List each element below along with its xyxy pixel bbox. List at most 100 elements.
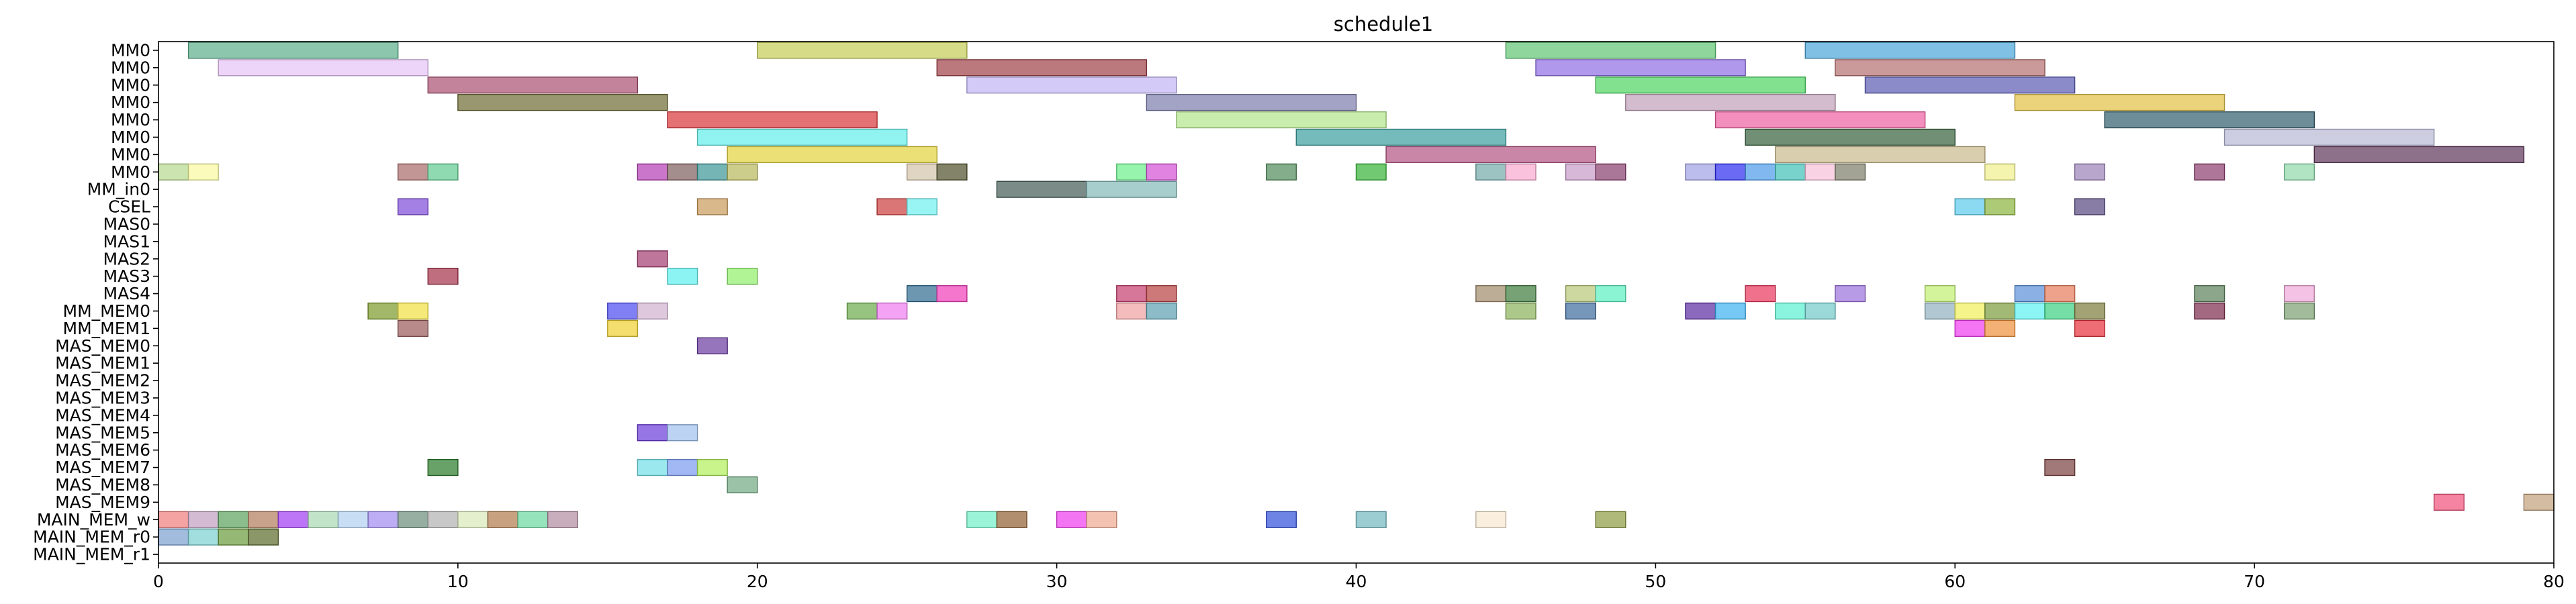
- task-bar: [1954, 198, 1986, 215]
- chart-title: schedule1: [1334, 13, 1433, 36]
- task-bar: [277, 511, 309, 528]
- task-bar: [427, 163, 459, 181]
- x-tick-label: 50: [1645, 572, 1666, 591]
- y-tick-label: MM0: [111, 110, 150, 130]
- task-bar: [996, 511, 1027, 528]
- task-bar: [218, 528, 249, 546]
- task-bar: [1355, 511, 1387, 528]
- x-tick-label: 20: [747, 572, 768, 591]
- x-tick-label: 80: [2543, 572, 2565, 591]
- task-bar: [667, 163, 698, 181]
- task-bar: [846, 302, 878, 320]
- task-bar: [2223, 128, 2435, 146]
- task-bar: [1535, 59, 1746, 77]
- task-bar: [1295, 128, 1507, 146]
- task-bar: [2194, 285, 2225, 303]
- task-bar: [1685, 302, 1716, 320]
- task-bar: [1595, 163, 1626, 181]
- task-bar: [1266, 163, 1297, 181]
- task-bar: [1086, 181, 1177, 198]
- x-tick-label: 10: [447, 572, 469, 591]
- task-bar: [2313, 146, 2525, 163]
- task-bar: [158, 528, 189, 546]
- task-bar: [1714, 111, 1926, 129]
- task-bar: [2104, 111, 2315, 129]
- y-tick-label: MAS2: [103, 249, 150, 268]
- task-bar: [2014, 302, 2045, 320]
- task-bar: [1984, 302, 2016, 320]
- gantt-bars: [158, 42, 2555, 546]
- task-bar: [1146, 94, 1357, 111]
- task-bar: [367, 511, 399, 528]
- y-tick-label: MAS0: [103, 214, 150, 234]
- task-bar: [1835, 285, 1866, 303]
- task-bar: [2284, 285, 2315, 303]
- task-bar: [1146, 285, 1177, 303]
- y-tick-label: MAS3: [103, 266, 150, 286]
- task-bar: [637, 250, 668, 268]
- task-bar: [1385, 146, 1596, 163]
- task-bar: [727, 163, 758, 181]
- y-tick-label: MAS1: [103, 232, 150, 251]
- task-bar: [727, 146, 937, 163]
- y-tick-label: MAS_MEM1: [55, 354, 150, 373]
- task-bar: [1565, 163, 1596, 181]
- task-bar: [2074, 198, 2105, 215]
- task-bar: [966, 77, 1177, 94]
- task-bar: [1505, 42, 1716, 59]
- task-bar: [2284, 302, 2315, 320]
- task-bar: [1775, 302, 1806, 320]
- task-bar: [2194, 163, 2225, 181]
- y-tick-label: MAS_MEM7: [55, 458, 150, 477]
- task-bar: [158, 163, 189, 181]
- task-bar: [1505, 163, 1536, 181]
- y-tick-label: MAS_MEM6: [55, 440, 150, 460]
- task-bar: [2523, 493, 2555, 511]
- y-tick-label: MM0: [111, 93, 150, 112]
- task-bar: [398, 511, 428, 528]
- x-axis: 0 10 20 30 40 50 60 70 80: [153, 563, 2565, 591]
- task-bar: [1116, 163, 1148, 181]
- task-bar: [1714, 302, 1746, 320]
- y-tick-label: MAIN_MEM_w: [37, 510, 150, 530]
- task-bar: [637, 458, 668, 476]
- task-bar: [2194, 302, 2225, 320]
- task-bar: [1565, 302, 1596, 320]
- task-bar: [906, 198, 937, 215]
- task-bar: [1176, 111, 1387, 129]
- task-bar: [667, 268, 698, 285]
- task-bar: [1475, 511, 1507, 528]
- task-bar: [1625, 94, 1836, 111]
- task-bar: [727, 476, 758, 494]
- task-bar: [936, 163, 968, 181]
- task-bar: [996, 181, 1087, 198]
- task-bar: [1505, 285, 1536, 303]
- task-bar: [1146, 163, 1177, 181]
- task-bar: [936, 285, 968, 303]
- task-bar: [637, 302, 668, 320]
- y-tick-label: MAS_MEM9: [55, 493, 150, 512]
- y-tick-label: MM_in0: [87, 180, 150, 199]
- task-bar: [757, 42, 968, 59]
- task-bar: [1505, 302, 1536, 320]
- task-bar: [1954, 302, 1986, 320]
- task-bar: [1984, 319, 2016, 337]
- task-bar: [906, 163, 937, 181]
- task-bar: [398, 302, 428, 320]
- task-bar: [607, 319, 639, 337]
- task-bar: [637, 424, 668, 442]
- task-bar: [2044, 302, 2076, 320]
- task-bar: [158, 511, 189, 528]
- task-bar: [696, 458, 728, 476]
- task-bar: [667, 111, 878, 129]
- y-tick-label: MM_MEM0: [63, 301, 150, 321]
- x-tick-label: 40: [1346, 572, 1367, 591]
- task-bar: [248, 511, 279, 528]
- task-bar: [1116, 285, 1148, 303]
- task-bar: [1745, 285, 1776, 303]
- y-tick-label: MAS_MEM5: [55, 423, 150, 442]
- task-bar: [187, 528, 219, 546]
- task-bar: [727, 268, 758, 285]
